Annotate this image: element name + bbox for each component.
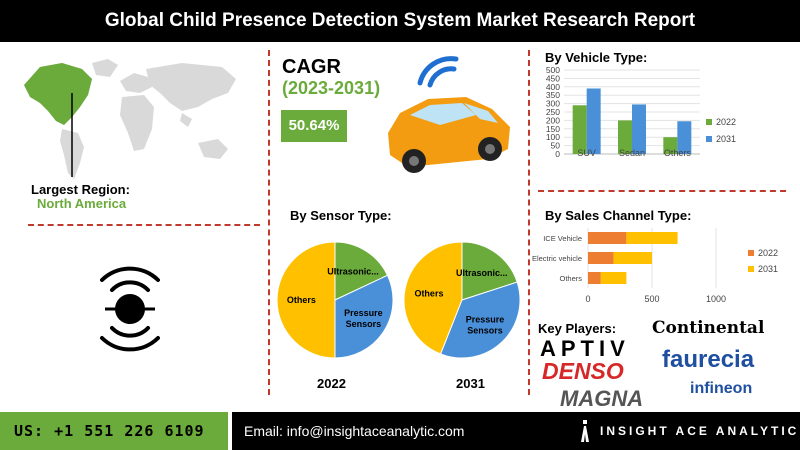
y-tick-label: 350 bbox=[546, 90, 560, 100]
world-map-icon bbox=[24, 59, 236, 179]
bar-2031 bbox=[613, 252, 652, 264]
largest-region-value: North America bbox=[37, 196, 127, 211]
vehicle-type-title: By Vehicle Type: bbox=[545, 50, 648, 65]
footer-brand: INSIGHT ACE ANALYTIC bbox=[600, 424, 800, 438]
bar-2022 bbox=[588, 252, 614, 264]
y-tick-label: 150 bbox=[546, 124, 560, 134]
legend-label: 2031 bbox=[716, 134, 736, 144]
bar-2022 bbox=[618, 120, 632, 154]
infineon-logo: infineon bbox=[690, 380, 753, 397]
pie-label: Sensors bbox=[467, 326, 503, 336]
pie-slice bbox=[461, 241, 518, 301]
pie-slice bbox=[439, 281, 521, 359]
legend-label: 2022 bbox=[716, 117, 736, 127]
cagr-title: CAGR bbox=[282, 56, 341, 78]
pie-label: Pressure bbox=[466, 315, 505, 325]
legend-swatch bbox=[748, 250, 754, 256]
cagr-years: (2023-2031) bbox=[282, 78, 381, 98]
bar-2022 bbox=[588, 232, 627, 244]
cagr-value: 50.64% bbox=[281, 110, 347, 142]
pie-label: Others bbox=[414, 289, 443, 299]
divider bbox=[28, 224, 260, 226]
divider bbox=[268, 50, 270, 395]
divider bbox=[528, 50, 530, 395]
bar-2031 bbox=[600, 272, 627, 284]
sales-channel-chart: 0 500 1000 ICE Vehicle Electric vehicle Other… bbox=[532, 228, 778, 304]
x-tick-label: SUV bbox=[577, 148, 596, 158]
connected-car-icon bbox=[388, 56, 510, 173]
x-tick-label: 1000 bbox=[706, 294, 726, 304]
y-tick-label: ICE Vehicle bbox=[543, 234, 582, 243]
y-tick-label: 100 bbox=[546, 132, 560, 142]
sensor-type-title: By Sensor Type: bbox=[290, 208, 392, 223]
pie-slice bbox=[403, 241, 463, 355]
legend-swatch bbox=[748, 266, 754, 272]
denso-logo: DENSO bbox=[542, 358, 624, 384]
pie-slice bbox=[334, 274, 394, 359]
legend-label: 2031 bbox=[758, 264, 778, 274]
magna-logo: MAGNA bbox=[560, 386, 644, 411]
pie-label: Ultrasonic... bbox=[327, 267, 379, 277]
radar-sensor-icon bbox=[100, 266, 160, 352]
largest-region-label: Largest Region: bbox=[31, 182, 130, 197]
legend-swatch bbox=[706, 136, 712, 142]
y-tick-label: 300 bbox=[546, 99, 560, 109]
aptiv-logo: APTIV bbox=[540, 336, 630, 361]
pie-slice bbox=[334, 241, 389, 301]
footer-phone: US: +1 551 226 6109 bbox=[14, 422, 205, 440]
page-title: Global Child Presence Detection System M… bbox=[104, 10, 696, 31]
x-tick-label: 0 bbox=[585, 294, 590, 304]
pie-label: Others bbox=[287, 295, 316, 305]
bar-2031 bbox=[626, 232, 678, 244]
insight-ace-logo-icon bbox=[581, 420, 589, 442]
bar-2031 bbox=[586, 88, 601, 154]
header-bar bbox=[0, 0, 800, 42]
y-tick-label: 50 bbox=[551, 141, 561, 151]
pie-label: Pressure bbox=[344, 308, 383, 318]
x-tick-label: Sedan bbox=[619, 148, 645, 158]
bar-2031 bbox=[632, 104, 646, 154]
y-tick-label: 250 bbox=[546, 107, 560, 117]
faurecia-logo: faurecia bbox=[662, 346, 755, 373]
bar-2022 bbox=[663, 137, 678, 154]
footer-bar bbox=[232, 412, 800, 450]
pie-slice bbox=[276, 241, 336, 359]
bar-2031 bbox=[677, 121, 692, 154]
legend-label: 2022 bbox=[758, 248, 778, 258]
x-tick-label: 500 bbox=[644, 294, 659, 304]
pie-year-label: 2022 bbox=[317, 376, 346, 391]
pie-year-label: 2031 bbox=[456, 376, 485, 391]
y-tick-label: Electric vehicle bbox=[532, 254, 582, 263]
y-tick-label: 500 bbox=[546, 65, 560, 75]
continental-logo: Continental bbox=[652, 318, 765, 338]
y-tick-label: Others bbox=[559, 274, 582, 283]
pie-label: Ultrasonic... bbox=[456, 268, 508, 278]
vehicle-category-labels: SUV Sedan Others bbox=[577, 148, 692, 158]
bar-2022 bbox=[572, 105, 587, 154]
y-tick-label: 0 bbox=[555, 149, 560, 159]
divider bbox=[538, 190, 786, 192]
legend-swatch bbox=[706, 119, 712, 125]
y-tick-label: 450 bbox=[546, 73, 560, 83]
footer-phone-bar bbox=[0, 412, 228, 450]
y-tick-label: 400 bbox=[546, 82, 560, 92]
footer-email: Email: info@insightaceanalytic.com bbox=[244, 423, 465, 439]
y-tick-label: 200 bbox=[546, 115, 560, 125]
bar-2022 bbox=[588, 272, 601, 284]
pie-label: Sensors bbox=[346, 319, 382, 329]
sales-channel-title: By Sales Channel Type: bbox=[545, 208, 692, 223]
key-players-title: Key Players: bbox=[538, 321, 617, 336]
x-tick-label: Others bbox=[664, 148, 692, 158]
